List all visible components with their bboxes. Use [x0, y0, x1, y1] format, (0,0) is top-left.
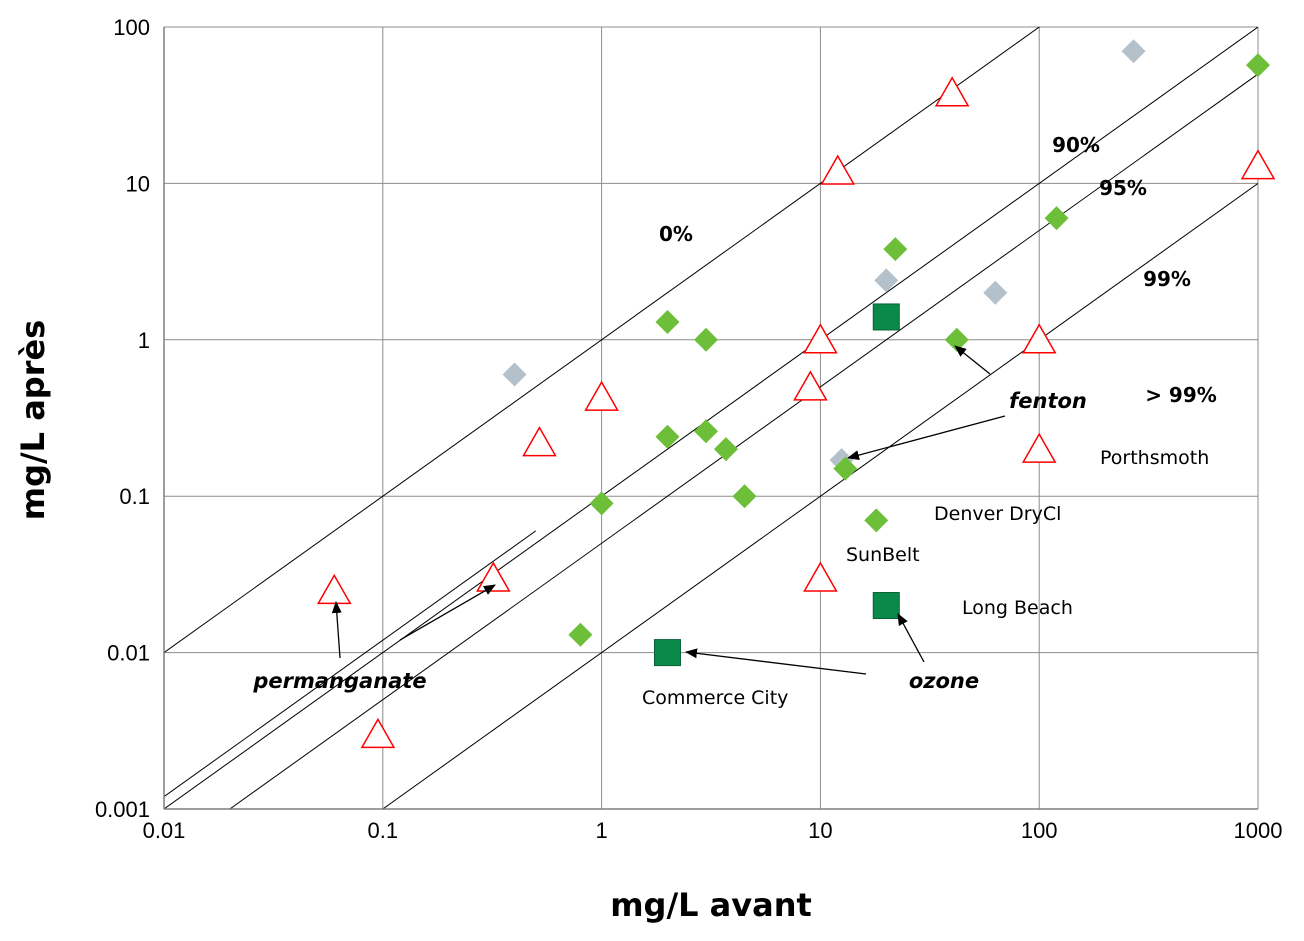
annotation-permanganate: permanganate [252, 669, 426, 693]
y-tick-label: 1 [138, 328, 150, 353]
point-triangle [316, 573, 352, 605]
x-tick-label: 1000 [1234, 818, 1283, 843]
point-diamond [883, 237, 908, 262]
point-triangle [1021, 323, 1057, 354]
y-tick-label: 0.01 [107, 641, 150, 666]
ref-label-95: 95% [1099, 176, 1147, 200]
annotation-ozone: ozone [909, 669, 979, 693]
point-diamond [983, 280, 1008, 305]
arrow-permanganate-2 [399, 584, 496, 641]
point-diamond [693, 327, 718, 352]
y-tick-labels: 0.001 0.01 0.1 1 10 100 [95, 15, 150, 822]
ref-line-90 [164, 27, 1258, 809]
x-tick-labels: 0.01 0.1 1 10 100 1000 [143, 818, 1283, 843]
point-diamond [568, 622, 593, 647]
x-tick-label: 0.1 [368, 818, 399, 843]
point-diamond [655, 309, 680, 334]
point-diamond [693, 419, 718, 444]
point-square [872, 303, 900, 331]
point-triangle [1021, 432, 1057, 463]
annotation-arrows [331, 345, 1006, 675]
ref-label-99: 99% [1143, 267, 1191, 291]
point-triangle [1240, 149, 1276, 180]
series-label-denver: Denver DryCl [934, 503, 1061, 525]
data-points [316, 39, 1276, 749]
axes [163, 27, 1258, 810]
arrow-permanganate-1 [331, 601, 342, 659]
ref-line-extra [164, 530, 537, 798]
x-tick-label: 0.01 [143, 818, 186, 843]
point-triangle [584, 380, 619, 411]
point-triangle [820, 154, 856, 185]
y-axis-title: mg/L après [14, 320, 52, 521]
series-label-longbeach: Long Beach [962, 597, 1073, 619]
point-diamond [1044, 206, 1069, 231]
y-tick-label: 0.1 [119, 484, 150, 509]
arrow-ozone-2 [897, 613, 925, 663]
series-label-porthsmoth: Porthsmoth [1100, 447, 1209, 469]
ref-line-95 [229, 73, 1258, 809]
point-square [872, 592, 900, 620]
point-diamond [589, 491, 614, 516]
point-triangle [934, 76, 970, 107]
point-triangle [360, 717, 396, 749]
y-tick-label: 100 [113, 15, 150, 40]
ref-label-0: 0% [659, 222, 693, 246]
point-triangle [803, 323, 838, 354]
ref-label-gt99: > 99% [1145, 383, 1217, 407]
point-diamond [874, 268, 899, 293]
point-diamond [833, 456, 858, 481]
annotation-fenton: fenton [1009, 389, 1087, 413]
ref-label-90: 90% [1052, 133, 1100, 157]
point-diamond [1246, 53, 1270, 78]
point-diamond [1121, 39, 1146, 64]
point-triangle [803, 561, 838, 592]
x-tick-label: 1 [595, 818, 607, 843]
arrow-fenton-2 [847, 415, 1006, 460]
point-diamond [713, 437, 738, 462]
y-tick-label: 10 [126, 171, 150, 196]
point-diamond [655, 424, 680, 449]
series-label-commerce: Commerce City [642, 687, 788, 709]
point-diamond [732, 484, 757, 509]
point-diamond [864, 508, 889, 533]
point-triangle [793, 370, 828, 401]
x-tick-label: 10 [808, 818, 832, 843]
ref-line-99 [382, 182, 1258, 809]
x-tick-label: 100 [1021, 818, 1058, 843]
arrow-fenton-1 [954, 345, 991, 375]
x-axis-title: mg/L avant [610, 886, 812, 924]
series-label-sunbelt: SunBelt [846, 544, 920, 566]
point-diamond [502, 362, 527, 387]
point-triangle [476, 561, 511, 592]
arrow-ozone-1 [685, 648, 867, 675]
point-triangle [522, 426, 557, 457]
point-square [653, 639, 681, 667]
y-tick-label: 0.001 [95, 797, 150, 822]
